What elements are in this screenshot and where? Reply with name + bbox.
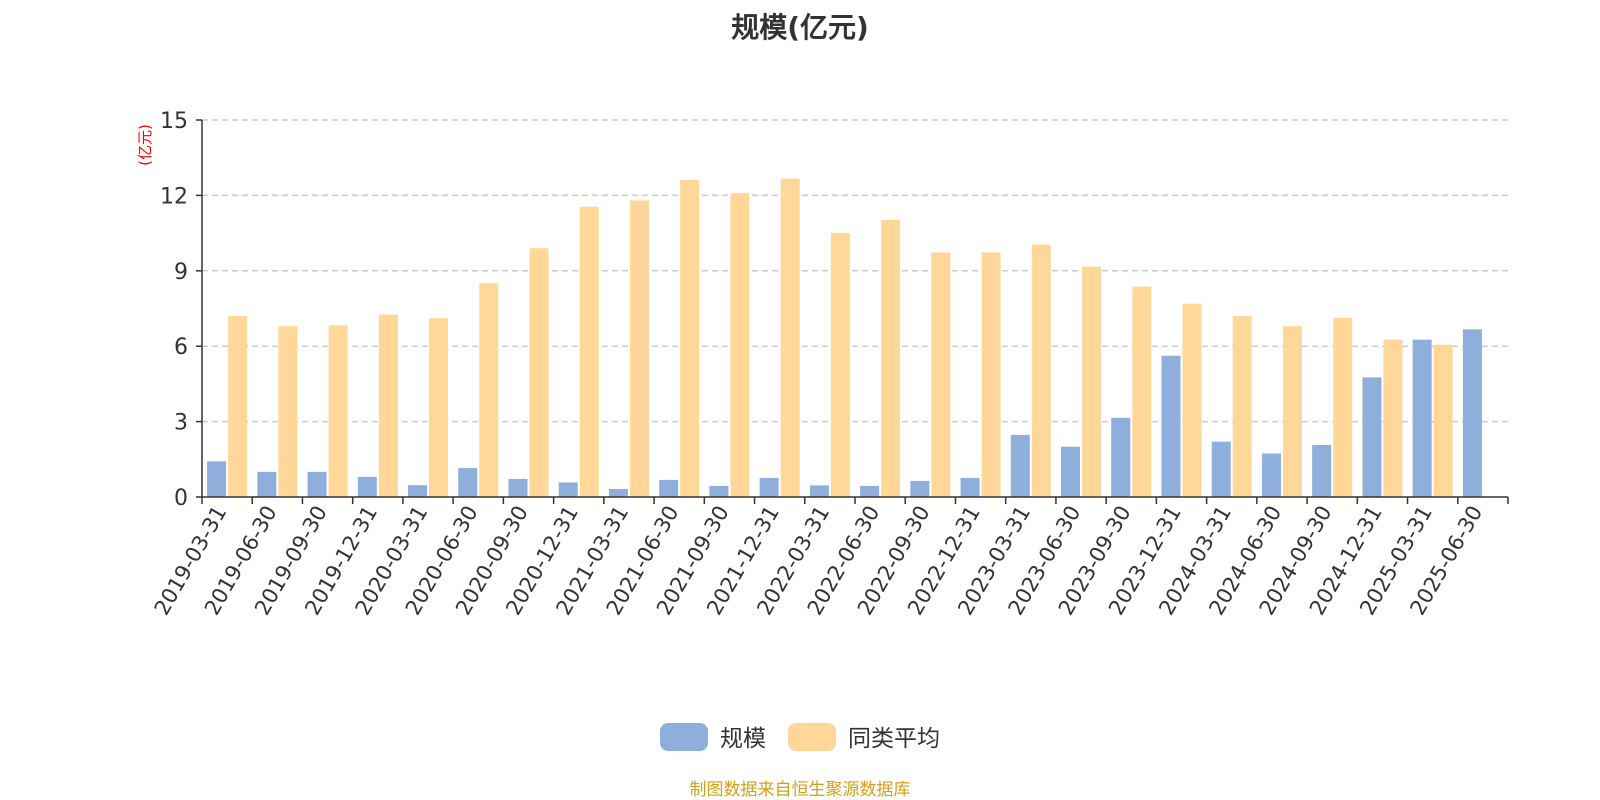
bar-scale (257, 471, 277, 497)
bar-scale (1312, 444, 1332, 497)
bar-scale (1462, 329, 1482, 497)
legend: 规模 同类平均 (660, 723, 940, 752)
data-source-note: 制图数据来自恒生聚源数据库 (689, 780, 911, 800)
legend-swatch (660, 723, 708, 751)
bar-peer-average (1132, 286, 1152, 497)
bar-peer-average (228, 316, 248, 497)
bar-peer-average (780, 178, 800, 497)
bar-peer-average (429, 318, 449, 497)
bar-scale (809, 485, 829, 497)
bar-peer-average (629, 200, 649, 497)
bar-scale (1111, 417, 1131, 497)
bar-peer-average (1031, 244, 1051, 497)
bar-peer-average (328, 325, 348, 497)
bar-scale (1010, 434, 1030, 497)
bar-scale (659, 479, 679, 497)
bar-scale (1211, 441, 1231, 497)
bar-peer-average (680, 179, 700, 498)
bar-scale (458, 468, 478, 497)
bar-peer-average (1082, 266, 1102, 497)
bar-peer-average (579, 206, 599, 497)
bar-peer-average (1333, 317, 1353, 497)
bar-peer-average (278, 326, 298, 497)
bar-scale (1061, 446, 1081, 497)
bar-scale (759, 477, 779, 497)
bar-peer-average (1383, 339, 1403, 497)
bar-peer-average (881, 219, 901, 497)
legend-label: 同类平均 (848, 726, 940, 752)
bar-scale (960, 477, 980, 497)
bars (207, 178, 1482, 498)
bar-scale (1161, 355, 1181, 497)
bar-peer-average (931, 252, 951, 497)
y-tick-label: 0 (174, 486, 188, 511)
bar-scale (508, 478, 528, 497)
bar-peer-average (830, 232, 850, 497)
bar-peer-average (981, 252, 1001, 497)
bar-scale (307, 471, 327, 497)
bar-scale (1362, 377, 1382, 497)
bar-peer-average (479, 283, 499, 497)
legend-label: 规模 (720, 726, 766, 752)
bar-peer-average (378, 314, 398, 497)
bar-peer-average (1433, 344, 1453, 497)
bar-scale (1412, 339, 1432, 497)
y-tick-label: 6 (174, 335, 188, 360)
bar-scale (910, 480, 930, 497)
legend-swatch (788, 723, 836, 751)
bar-scale (608, 488, 628, 497)
bar-scale (860, 485, 880, 497)
y-tick-label: 12 (160, 184, 188, 209)
bar-peer-average (730, 193, 750, 497)
bar-scale (709, 485, 729, 497)
y-tick-label: 3 (174, 411, 188, 436)
bar-peer-average (1182, 303, 1202, 497)
bar-scale (207, 461, 227, 497)
grid-lines (202, 119, 1508, 423)
bar-scale (558, 482, 578, 497)
bar-chart: 036912152019-03-312019-06-302019-09-3020… (136, 109, 1509, 752)
y-tick-label: 15 (160, 109, 188, 134)
bar-scale (408, 485, 428, 497)
bar-peer-average (1282, 326, 1302, 497)
y-axis-label: (亿元) (136, 124, 154, 166)
chart-title: 规模(亿元) (731, 11, 869, 44)
bar-peer-average (529, 248, 549, 497)
bar-scale (1261, 453, 1281, 497)
bar-scale (357, 476, 377, 497)
bar-peer-average (1232, 316, 1252, 497)
y-tick-label: 9 (174, 260, 188, 285)
